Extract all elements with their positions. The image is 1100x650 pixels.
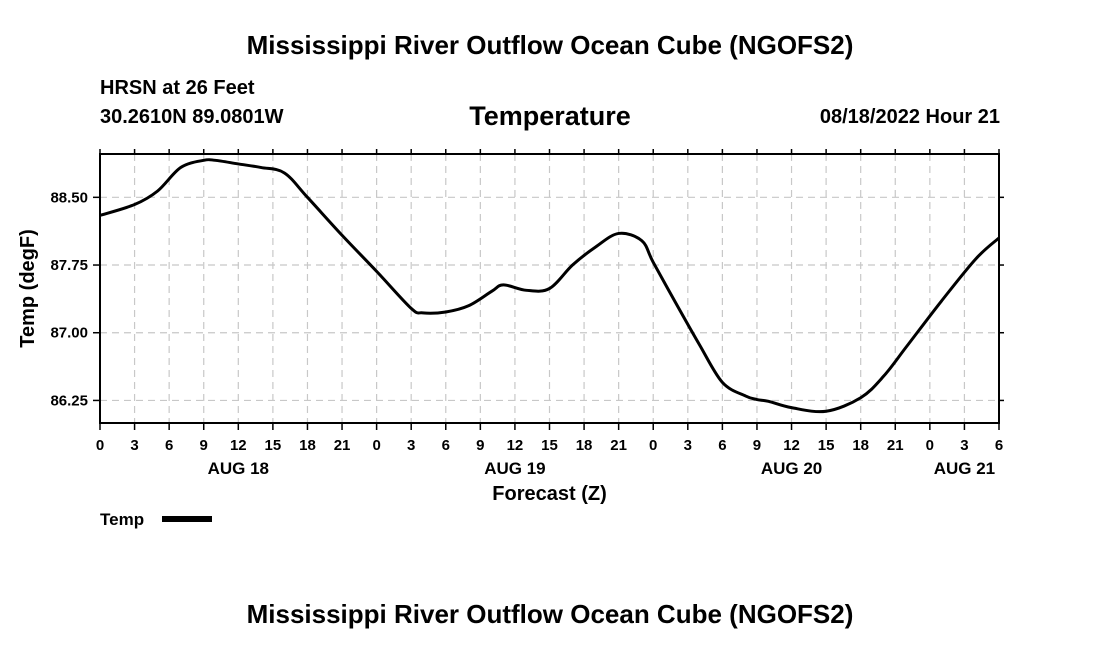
x-day-label: AUG 21 — [934, 459, 995, 478]
y-tick-label: 87.00 — [50, 325, 88, 342]
x-tick-label: 12 — [507, 437, 524, 454]
x-tick-label: 18 — [852, 437, 869, 454]
x-tick-label: 21 — [334, 437, 351, 454]
x-tick-label: 6 — [995, 437, 1003, 454]
x-tick-label: 3 — [960, 437, 968, 454]
station-label: HRSN at 26 Feet — [100, 77, 255, 99]
main-title: Mississippi River Outflow Ocean Cube (NG… — [246, 30, 854, 60]
footer-title: Mississippi River Outflow Ocean Cube (NG… — [246, 599, 854, 629]
x-tick-label: 21 — [610, 437, 627, 454]
x-day-label: AUG 18 — [208, 459, 269, 478]
chart-title: Temperature — [469, 101, 631, 131]
x-tick-label: 0 — [649, 437, 657, 454]
x-tick-label: 21 — [887, 437, 904, 454]
x-tick-label: 15 — [541, 437, 558, 454]
x-tick-label: 0 — [372, 437, 380, 454]
x-tick-label: 9 — [200, 437, 208, 454]
legend-swatch — [162, 516, 212, 522]
y-tick-label: 87.75 — [50, 257, 88, 274]
x-tick-label: 3 — [407, 437, 415, 454]
x-tick-label: 9 — [753, 437, 761, 454]
x-tick-label: 9 — [476, 437, 484, 454]
x-tick-label: 12 — [783, 437, 800, 454]
x-tick-label: 18 — [576, 437, 593, 454]
y-axis-label: Temp (degF) — [17, 229, 39, 348]
temp-series-line — [100, 158, 999, 414]
x-tick-label: 6 — [165, 437, 173, 454]
x-tick-label: 15 — [265, 437, 282, 454]
x-tick-label: 6 — [718, 437, 726, 454]
x-tick-label: 18 — [299, 437, 316, 454]
plot-frame — [99, 153, 1000, 424]
x-tick-label: 3 — [684, 437, 692, 454]
x-tick-label: 12 — [230, 437, 247, 454]
legend-label: Temp — [100, 510, 144, 529]
x-tick-label: 0 — [926, 437, 934, 454]
x-tick-label: 15 — [818, 437, 835, 454]
y-tick-label: 86.25 — [50, 392, 88, 409]
y-tick-label: 88.50 — [50, 189, 88, 206]
station-coords: 30.2610N 89.0801W — [100, 106, 284, 128]
x-tick-label: 0 — [96, 437, 104, 454]
x-day-label: AUG 20 — [761, 459, 822, 478]
x-day-label: AUG 19 — [484, 459, 545, 478]
forecast-datetime: 08/18/2022 Hour 21 — [819, 106, 1000, 128]
x-tick-label: 6 — [442, 437, 450, 454]
x-axis-label: Forecast (Z) — [492, 483, 606, 505]
x-tick-label: 3 — [130, 437, 138, 454]
